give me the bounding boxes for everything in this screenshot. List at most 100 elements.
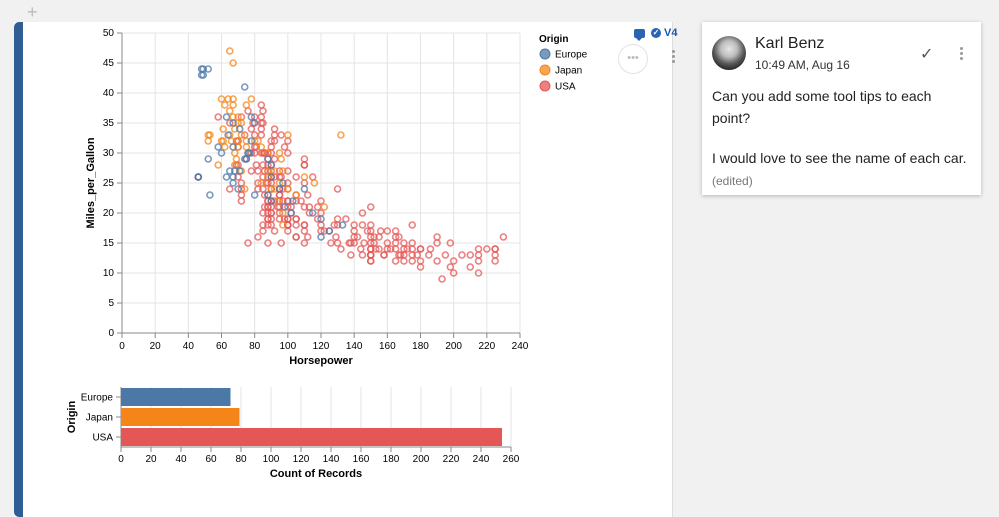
scatter-point-usa — [313, 215, 322, 223]
scatter-point-usa — [358, 221, 367, 229]
scatter-point-japan — [284, 131, 292, 139]
scatter-point-usa — [360, 239, 368, 247]
scatter-point-europe — [250, 191, 259, 199]
x-tick-label: 0 — [119, 341, 125, 352]
scatter-point-europe — [214, 143, 222, 151]
add-cell-icon[interactable]: + — [27, 2, 38, 22]
scatter-point-europe — [267, 173, 276, 181]
version-badge[interactable]: ✓ V4 — [651, 27, 677, 39]
scatter-point-japan — [234, 113, 242, 121]
scatter-point-japan — [217, 95, 226, 103]
resolve-check-icon[interactable]: ✓ — [920, 46, 934, 63]
legend-label-europe: Europe — [555, 50, 588, 61]
scatter-point-usa — [313, 203, 322, 211]
comment-paragraph: I would love to see the name of each car… — [712, 150, 967, 166]
scatter-point-usa — [449, 257, 458, 265]
scatter-point-usa — [400, 245, 408, 253]
scatter-point-usa — [416, 245, 425, 253]
scatter-point-europe — [279, 179, 287, 187]
scatter-point-usa — [391, 227, 400, 235]
legend-swatch-japan — [539, 64, 551, 76]
scatter-point-usa — [363, 227, 372, 235]
legend: Origin Europe Japan USA — [539, 34, 588, 93]
scatter-point-usa — [308, 173, 317, 181]
scatter-point-europe — [235, 125, 244, 133]
scatter-point-usa — [395, 233, 403, 241]
bar-japan — [121, 408, 240, 426]
avatar — [712, 36, 746, 70]
scatter-point-usa — [353, 233, 362, 241]
scatter-point-usa — [391, 233, 400, 241]
x-tick-label: 200 — [445, 341, 462, 352]
y-tick-label: 30 — [103, 148, 115, 159]
edited-label: (edited) — [712, 174, 753, 188]
scatter-point-japan — [257, 143, 266, 151]
scatter-point-usa — [366, 251, 375, 259]
comment-author: Karl Benz — [755, 35, 825, 52]
scatter-point-japan — [270, 185, 279, 193]
scatter-point-europe — [264, 191, 272, 199]
scatter-point-usa — [320, 227, 329, 235]
scatter-point-japan — [221, 143, 229, 151]
scatter-point-japan — [279, 167, 287, 175]
scatter-point-europe — [235, 167, 244, 175]
scatter-point-usa — [408, 257, 417, 265]
scatter-point-usa — [499, 233, 508, 241]
scatter-point-usa — [300, 203, 309, 211]
bar-axes: Europe Japan USA 0 20 40 60 80 100 120 140 160 180 20… — [66, 387, 520, 480]
scatter-point-japan — [234, 143, 242, 151]
scatter-point-japan — [247, 95, 256, 103]
scatter-point-usa — [257, 125, 266, 133]
legend-swatch-usa — [539, 80, 551, 92]
x-tick-label: 40 — [183, 341, 195, 352]
y-tick-label: 5 — [108, 298, 114, 309]
scatter-point-japan — [229, 95, 237, 103]
scatter-point-europe — [317, 215, 325, 223]
scatter-point-europe — [300, 185, 309, 193]
scatter-point-usa — [317, 197, 325, 205]
comment-icon[interactable] — [634, 28, 645, 41]
scatter-point-europe — [338, 221, 347, 229]
scatter-point-usa — [327, 239, 335, 247]
scatter-point-usa — [350, 233, 358, 241]
scatter-point-europe — [194, 173, 203, 181]
scatter-point-usa — [300, 239, 309, 247]
bars — [121, 388, 502, 446]
scatter-point-usa — [400, 257, 408, 265]
comment-body: Can you add some tool tips to each point… — [712, 85, 972, 210]
scatter-point-japan — [292, 191, 300, 199]
scatter-point-usa — [383, 239, 392, 247]
scatter-point-usa — [225, 119, 234, 127]
scatter-point-usa — [424, 251, 433, 259]
scatter-point-usa — [413, 251, 421, 259]
y-tick-label: 50 — [103, 28, 115, 39]
scatter-point-usa — [264, 239, 272, 247]
scatter-point-europe — [308, 209, 317, 217]
version-label: V4 — [664, 27, 678, 39]
bar-x-tick-label: 160 — [353, 454, 370, 465]
scatter-point-usa — [474, 269, 483, 277]
bar-x-tick-label: 80 — [235, 454, 247, 465]
scatter-points — [194, 47, 508, 283]
bar-y-axis-title: Origin — [66, 401, 78, 434]
x-tick-label: 60 — [216, 341, 228, 352]
x-tick-label: 120 — [313, 341, 330, 352]
bar-x-tick-label: 60 — [205, 454, 217, 465]
scatter-point-usa — [347, 251, 355, 259]
scatter-point-usa — [244, 239, 252, 247]
scatter-point-europe — [234, 185, 242, 193]
scatter-point-japan — [267, 185, 276, 193]
cell-selection-bar — [14, 22, 23, 517]
scatter-point-japan — [310, 179, 319, 187]
cell-menu-icon[interactable] — [672, 50, 676, 65]
scatter-point-usa — [446, 239, 455, 247]
y-tick-label: 0 — [108, 328, 114, 339]
comment-menu-icon[interactable] — [960, 47, 964, 62]
scatter-point-usa — [259, 107, 267, 115]
scatter-point-usa — [358, 251, 367, 259]
scatter-point-usa — [466, 263, 475, 271]
y-tick-label: 40 — [103, 88, 115, 99]
scatter-point-usa — [466, 251, 475, 259]
y-tick-label: 45 — [103, 58, 115, 69]
more-actions-button[interactable]: ••• — [618, 44, 648, 74]
